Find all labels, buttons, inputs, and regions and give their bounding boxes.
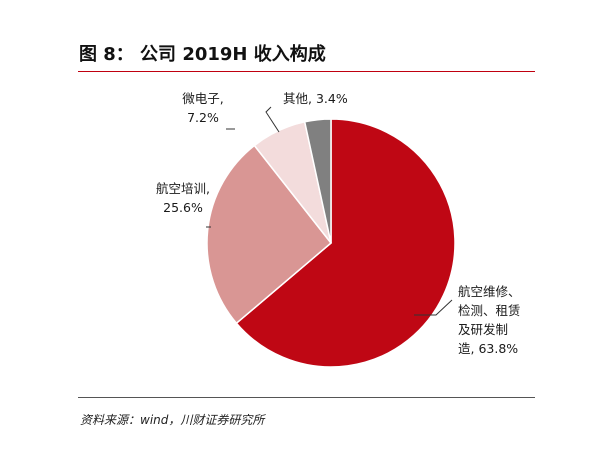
- data-label: 航空培训, 25.6%: [156, 181, 210, 215]
- data-label-line: 7.2%: [187, 110, 219, 125]
- title-rule: [78, 71, 535, 72]
- data-label-line: 造, 63.8%: [458, 341, 518, 356]
- data-label: 其他, 3.4%: [283, 91, 348, 106]
- data-labels: 航空维修、检测、租赁及研发制造, 63.8% 航空培训, 25.6% 微电子, 7.2%…: [156, 91, 521, 356]
- pie-slice: [206, 144, 333, 325]
- source-note: 资料来源：wind，川财证券研究所: [80, 413, 265, 427]
- data-label-line: 25.6%: [163, 200, 203, 215]
- source-rule: [78, 397, 535, 398]
- data-label: 微电子, 7.2%: [182, 91, 223, 125]
- data-label: 航空维修、检测、租赁及研发制造, 63.8%: [458, 284, 521, 356]
- data-label-line: 及研发制: [458, 322, 508, 337]
- data-label-line: 航空维修、: [458, 284, 521, 299]
- figure-title: 图 8： 公司 2019H 收入构成: [79, 44, 326, 65]
- leader-line: [414, 299, 453, 316]
- pie-slice: [235, 118, 456, 368]
- data-label-line: 其他, 3.4%: [283, 91, 348, 106]
- leader-lines: [206, 106, 453, 316]
- pie-slice: [303, 118, 332, 244]
- leader-line: [265, 106, 280, 133]
- data-label-line: 微电子,: [182, 91, 223, 106]
- data-label-line: 航空培训,: [156, 181, 210, 196]
- data-label-line: 检测、租赁: [458, 303, 521, 318]
- pie-slices: [206, 118, 456, 368]
